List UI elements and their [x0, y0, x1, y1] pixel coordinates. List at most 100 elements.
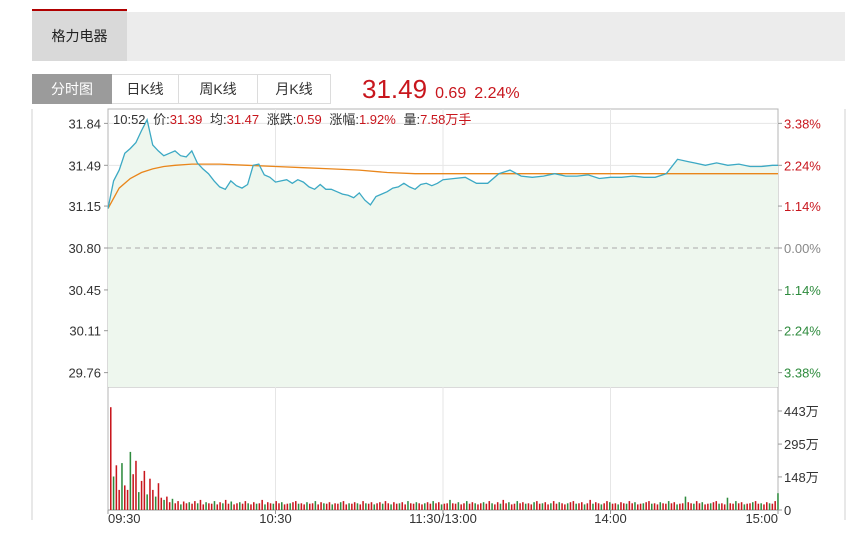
- volume-bar: [466, 501, 468, 510]
- tab-intraday[interactable]: 分时图: [32, 74, 112, 104]
- volume-bar: [754, 501, 757, 510]
- average-price-line: [107, 163, 778, 209]
- volume-bar: [631, 503, 633, 510]
- volume-bar: [589, 499, 591, 510]
- volume-bar: [552, 501, 555, 510]
- volume-bar: [196, 503, 199, 510]
- volume-bar: [250, 504, 252, 510]
- volume-bar: [381, 503, 384, 510]
- pct-tick-label: 2.24%: [784, 158, 821, 173]
- pct-tick-label: 1.14%: [784, 283, 821, 298]
- volume-bar: [491, 503, 493, 510]
- volume-bar: [485, 503, 488, 510]
- volume-bar: [510, 504, 513, 510]
- volume-bar: [230, 501, 233, 510]
- volume-bar: [726, 497, 729, 510]
- volume-tick-label: 443万: [784, 404, 819, 419]
- price-tick-label: 31.84: [68, 116, 101, 131]
- volume-bar: [410, 503, 412, 510]
- volume-bar: [774, 501, 776, 510]
- volume-bar: [583, 504, 586, 510]
- volume-bar: [135, 460, 137, 510]
- volume-bar: [365, 503, 367, 510]
- volume-bar: [645, 502, 647, 510]
- volume-bar: [524, 503, 527, 510]
- volume-bar: [429, 503, 432, 510]
- volume-bar: [740, 502, 743, 510]
- volume-bar: [707, 503, 709, 510]
- volume-bar: [488, 501, 491, 510]
- volume-bar: [110, 407, 112, 510]
- volume-bar: [334, 503, 336, 510]
- volume-bar: [578, 503, 580, 510]
- pct-tick-label: 3.38%: [784, 116, 821, 131]
- volume-bar: [339, 502, 342, 510]
- volume-bar: [140, 480, 143, 510]
- volume-bar: [743, 504, 746, 510]
- volume-bar: [208, 503, 210, 510]
- volume-bar: [519, 503, 521, 510]
- volume-bar: [737, 503, 740, 510]
- volume-bar: [679, 503, 681, 510]
- volume-bar: [222, 503, 224, 510]
- volume-bar: [440, 504, 443, 510]
- tab-monthly-k[interactable]: 月K线: [258, 74, 331, 104]
- volume-bar: [168, 502, 171, 510]
- volume-bar: [681, 503, 684, 510]
- volume-bar: [477, 504, 479, 510]
- volume-bar: [530, 504, 533, 510]
- volume-bar: [592, 503, 594, 510]
- price-tick-label: 31.15: [68, 199, 101, 214]
- volume-bar: [311, 503, 314, 510]
- time-tick-label: 11:30/13:00: [409, 511, 477, 526]
- volume-bar: [210, 503, 213, 510]
- volume-bar: [157, 483, 160, 510]
- volume-bar: [653, 503, 656, 510]
- volume-bar: [323, 503, 325, 510]
- volume-bar: [693, 503, 695, 510]
- info-volume: 7.58万手: [420, 112, 471, 127]
- volume-bar: [202, 504, 205, 510]
- volume-bar: [575, 503, 577, 510]
- info-volume-label: 量:: [403, 112, 420, 127]
- volume-bar: [317, 504, 319, 510]
- volume-bar: [508, 502, 510, 510]
- quote-change-pct: 2.24%: [474, 85, 520, 102]
- volume-bar: [603, 503, 605, 510]
- volume-bar: [269, 503, 272, 510]
- volume-bar: [180, 504, 182, 510]
- volume-bar: [452, 503, 454, 510]
- volume-bar: [253, 502, 255, 510]
- volume-bar: [432, 501, 434, 510]
- volume-bar: [651, 503, 653, 510]
- volume-bar: [569, 502, 572, 510]
- stock-tab[interactable]: 格力电器: [32, 9, 127, 61]
- volume-bar: [213, 501, 216, 510]
- volume-bar: [712, 502, 715, 510]
- volume-bar: [244, 501, 247, 510]
- volume-bar: [138, 492, 140, 510]
- volume-bar: [454, 503, 457, 510]
- time-tick-label: 10:30: [259, 511, 292, 526]
- volume-bar: [182, 501, 185, 510]
- volume-bar: [115, 465, 118, 510]
- info-avg: 31.47: [227, 112, 260, 127]
- volume-bar: [516, 501, 519, 510]
- volume-bar: [496, 502, 499, 510]
- volume-bar: [283, 504, 286, 510]
- volume-bar: [421, 504, 423, 510]
- volume-bar: [642, 503, 645, 510]
- pct-tick-label: 3.38%: [784, 366, 821, 381]
- volume-bar: [185, 503, 188, 510]
- volume-bar: [356, 503, 359, 510]
- tab-daily-k[interactable]: 日K线: [112, 74, 179, 104]
- price-line: [107, 117, 778, 209]
- info-pct: 1.92%: [359, 112, 396, 127]
- volume-bar: [314, 501, 317, 510]
- volume-bar: [749, 503, 751, 510]
- volume-bar: [188, 502, 191, 510]
- tab-weekly-k[interactable]: 周K线: [179, 74, 258, 104]
- volume-bar: [595, 502, 597, 510]
- volume-bar: [289, 503, 291, 510]
